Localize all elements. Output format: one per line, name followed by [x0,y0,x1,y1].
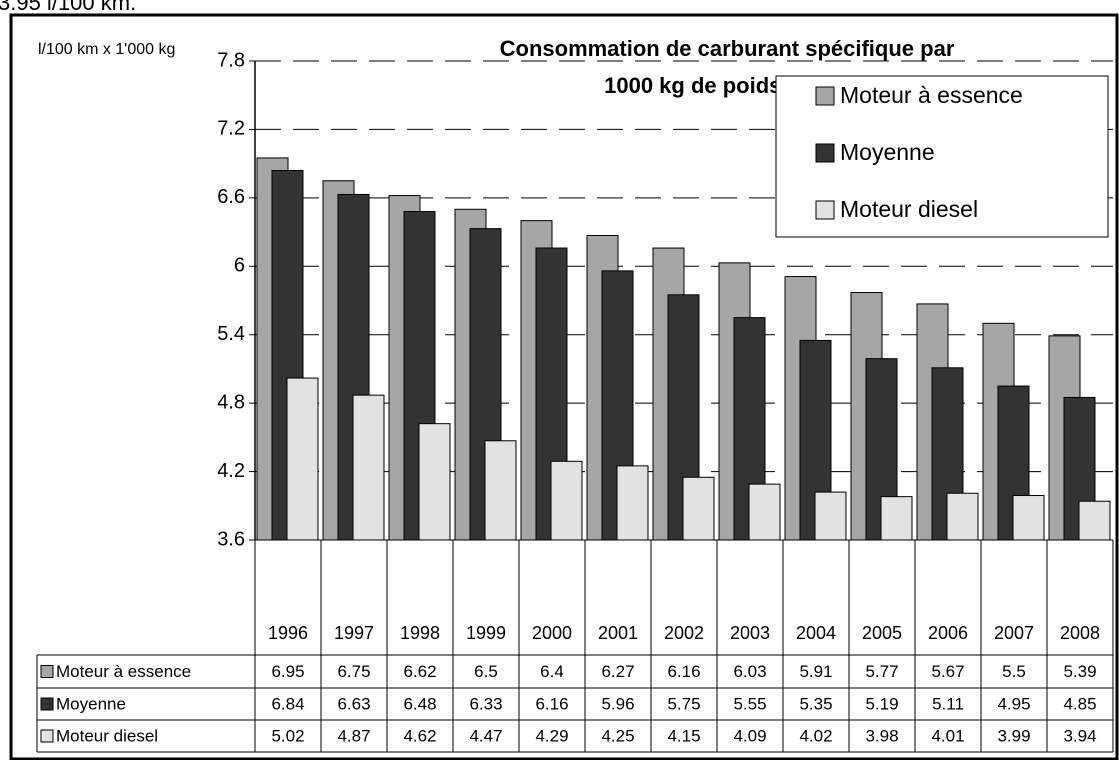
x-tick-label: 2001 [598,623,638,643]
legend-label: Moteur diesel [840,196,978,222]
bar [880,496,913,541]
table-cell: 6.63 [337,694,370,713]
chart-title: Consommation de carburant spécifique par [500,36,955,61]
bar [418,423,451,541]
table-cell: 4.15 [667,726,700,745]
y-tick-label: 5.4 [217,323,245,345]
table-cell: 5.67 [931,662,964,681]
table-cell: 6.48 [403,694,436,713]
x-tick-label: 1996 [268,623,308,643]
x-tick-label: 1999 [466,623,506,643]
table-cell: 5.02 [271,726,304,745]
table-cell: 5.19 [865,694,898,713]
table-cell: 4.85 [1063,694,1096,713]
legend-label: Moteur à essence [840,82,1023,108]
x-tick-label: 1997 [334,623,374,643]
table-row-label: Moteur diesel [56,726,158,745]
x-tick-label: 2005 [862,623,902,643]
bar [286,377,319,541]
x-tick-label: 2003 [730,623,770,643]
bar [550,460,583,541]
x-tick-label: 1998 [400,623,440,643]
y-tick-label: 7.2 [217,118,245,140]
table-cell: 3.94 [1063,726,1096,745]
bar [616,465,649,541]
x-tick-label: 2002 [664,623,704,643]
bar [946,492,979,541]
table-cell: 5.91 [799,662,832,681]
x-tick-label: 2008 [1060,623,1100,643]
bar [1012,495,1045,541]
overlay: 1996 1997 1998 1999 2000 2001 2002 2003 2004 2005… [36,82,1114,753]
table-cell: 6.62 [403,662,436,681]
table-cell: 6.03 [733,662,766,681]
table-cell: 6.4 [540,662,564,681]
table-cell: 4.29 [535,726,568,745]
table-cell: 4.87 [337,726,370,745]
x-tick-label: 2000 [532,623,572,643]
x-tick-label: 2006 [928,623,968,643]
bar [682,476,715,541]
table-cell: 6.16 [535,694,568,713]
table-cell: 6.84 [271,694,304,713]
table-row-label: Moyenne [56,694,126,713]
legend-swatch [815,143,835,163]
table-legend-swatch [40,729,54,743]
page-fragment: 3.95 l/100 km. [0,0,136,15]
y-tick-label: 3.6 [217,528,245,550]
y-tick-label: 6 [234,255,245,277]
table-cell: 4.47 [469,726,502,745]
table-cell: 3.98 [865,726,898,745]
table-cell: 4.95 [997,694,1030,713]
bar [748,483,781,541]
y-tick-label: 4.8 [217,391,245,413]
table-cell: 5.5 [1002,662,1026,681]
table-cell: 5.77 [865,662,898,681]
table-cell: 5.35 [799,694,832,713]
table-cell: 6.5 [474,662,498,681]
bar [352,394,385,541]
table-cell: 3.99 [997,726,1030,745]
table-cell: 5.96 [601,694,634,713]
y-tick-label: 7.8 [217,49,245,71]
table-cell: 6.95 [271,662,304,681]
legend-swatch [815,86,835,106]
bar [1078,500,1111,541]
table-legend-swatch [40,665,54,678]
x-tick-label: 2004 [796,623,836,643]
table-cell: 5.39 [1063,662,1096,681]
y-axis-label: l/100 km x 1'000 kg [38,41,175,58]
table-cell: 4.25 [601,726,634,745]
x-tick-label: 2007 [994,623,1034,643]
table-cell: 4.01 [931,726,964,745]
y-tick-label: 6.6 [217,186,245,208]
table-cell: 4.09 [733,726,766,745]
table-row-label: Moteur à essence [56,662,191,681]
bar [484,440,517,541]
table-cell: 5.55 [733,694,766,713]
table-cell: 4.62 [403,726,436,745]
legend-label: Moyenne [840,139,935,165]
table-cell: 5.11 [932,694,964,713]
y-tick-label: 4.2 [217,460,245,482]
table-cell: 5.75 [667,694,700,713]
plot: 3.6 4.2 4.8 6 5.4 6.6 7.2 7.8 [217,49,1113,550]
bar [814,491,847,541]
table-cell: 6.33 [469,694,502,713]
table-cell: 4.02 [799,726,832,745]
legend-swatch [815,200,835,220]
table-cell: 6.27 [601,662,634,681]
table-legend-swatch [40,697,54,711]
table-cell: 6.75 [337,662,370,681]
table-cell: 6.16 [667,662,700,681]
